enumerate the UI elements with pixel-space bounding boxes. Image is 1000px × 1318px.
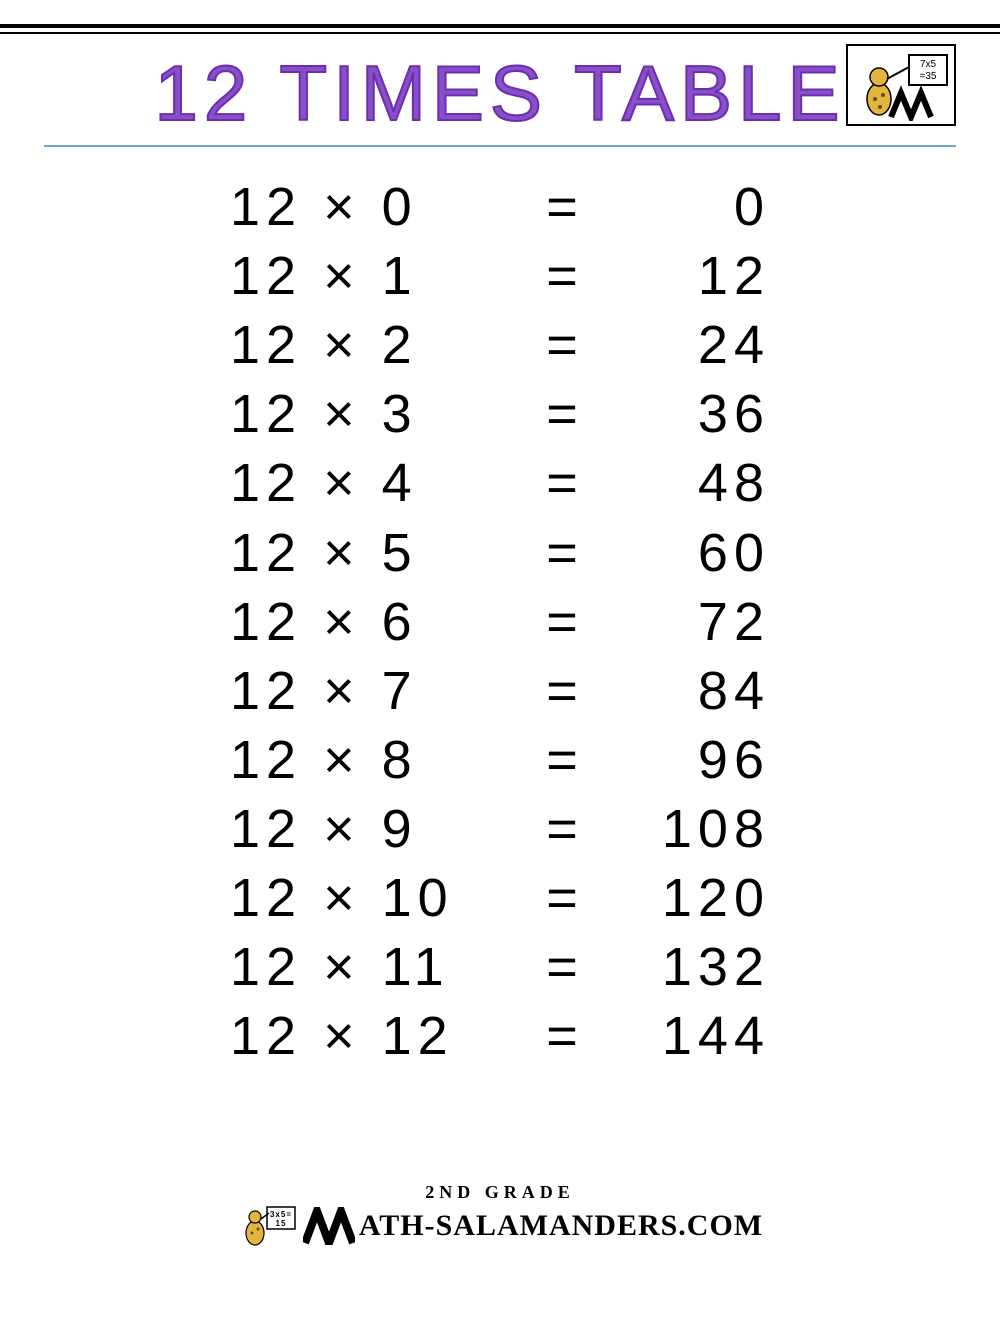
equation-result: 12: [600, 242, 770, 311]
equation-result: 48: [600, 449, 770, 518]
equation-result: 60: [600, 519, 770, 588]
equation-result: 0: [600, 173, 770, 242]
equation-result: 144: [600, 1002, 770, 1071]
footer-grade-label: 2ND GRADE: [0, 1182, 1000, 1203]
m-letter-icon: [303, 1207, 355, 1245]
header: 12 TIMES TABLE 7x5 =35: [0, 34, 1000, 139]
equation-lhs: 12 × 1: [230, 242, 530, 311]
equals-sign: =: [530, 864, 600, 933]
svg-text:=35: =35: [920, 71, 937, 82]
equation-result: 84: [600, 657, 770, 726]
equation-result: 72: [600, 588, 770, 657]
equation-lhs: 12 × 7: [230, 657, 530, 726]
equals-sign: =: [530, 311, 600, 380]
table-row: 12 × 10=120: [230, 864, 770, 933]
header-logo: 7x5 =35: [846, 44, 956, 126]
equals-sign: =: [530, 242, 600, 311]
svg-text:15: 15: [275, 1219, 286, 1228]
footer-site: 3x5= 15 ATH-SALAMANDERS.COM: [237, 1203, 763, 1249]
equation-result: 96: [600, 726, 770, 795]
equation-lhs: 12 × 0: [230, 173, 530, 242]
equals-sign: =: [530, 380, 600, 449]
table-row: 12 × 2=24: [230, 311, 770, 380]
footer-site-text: ATH-SALAMANDERS.COM: [359, 1209, 763, 1243]
equation-result: 36: [600, 380, 770, 449]
table-row: 12 × 7=84: [230, 657, 770, 726]
table-row: 12 × 11=132: [230, 933, 770, 1002]
equals-sign: =: [530, 657, 600, 726]
equation-lhs: 12 × 6: [230, 588, 530, 657]
equals-sign: =: [530, 173, 600, 242]
page: 12 TIMES TABLE 7x5 =35 12 × 0=012 × 1: [0, 24, 1000, 1318]
equation-lhs: 12 × 10: [230, 864, 530, 933]
equation-result: 120: [600, 864, 770, 933]
equation-result: 108: [600, 795, 770, 864]
top-rule: [0, 24, 1000, 34]
equation-lhs: 12 × 5: [230, 519, 530, 588]
header-underline: [44, 145, 956, 147]
footer-salamander-icon: 3x5= 15: [237, 1203, 299, 1249]
page-title: 12 TIMES TABLE: [155, 48, 846, 139]
equals-sign: =: [530, 588, 600, 657]
equation-lhs: 12 × 9: [230, 795, 530, 864]
equation-lhs: 12 × 8: [230, 726, 530, 795]
equation-lhs: 12 × 12: [230, 1002, 530, 1071]
salamander-logo-icon: 7x5 =35: [851, 49, 951, 121]
table-row: 12 × 6=72: [230, 588, 770, 657]
equals-sign: =: [530, 449, 600, 518]
times-table-wrap: 12 × 0=012 × 1=1212 × 2=2412 × 3=3612 × …: [0, 173, 1000, 1071]
times-table: 12 × 0=012 × 1=1212 × 2=2412 × 3=3612 × …: [230, 173, 770, 1071]
table-row: 12 × 12=144: [230, 1002, 770, 1071]
table-row: 12 × 3=36: [230, 380, 770, 449]
table-row: 12 × 8=96: [230, 726, 770, 795]
equals-sign: =: [530, 726, 600, 795]
equals-sign: =: [530, 1002, 600, 1071]
equation-lhs: 12 × 2: [230, 311, 530, 380]
equals-sign: =: [530, 933, 600, 1002]
equation-result: 132: [600, 933, 770, 1002]
equation-lhs: 12 × 4: [230, 449, 530, 518]
equals-sign: =: [530, 795, 600, 864]
table-row: 12 × 4=48: [230, 449, 770, 518]
table-row: 12 × 9=108: [230, 795, 770, 864]
svg-text:7x5: 7x5: [920, 59, 937, 70]
table-row: 12 × 0=0: [230, 173, 770, 242]
svg-text:3x5=: 3x5=: [270, 1210, 292, 1219]
table-row: 12 × 1=12: [230, 242, 770, 311]
footer: 2ND GRADE 3x5= 15 ATH-SALAMANDERS.COM: [0, 1182, 1000, 1254]
equation-lhs: 12 × 3: [230, 380, 530, 449]
equation-lhs: 12 × 11: [230, 933, 530, 1002]
equation-result: 24: [600, 311, 770, 380]
equals-sign: =: [530, 519, 600, 588]
table-row: 12 × 5=60: [230, 519, 770, 588]
